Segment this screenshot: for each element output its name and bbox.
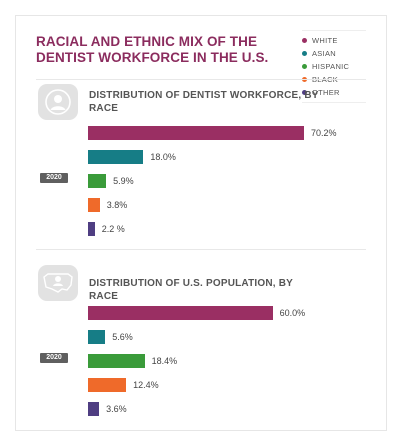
bar-white (88, 126, 304, 140)
legend-swatch-other (302, 90, 307, 95)
bar-other (88, 402, 100, 416)
legend-item-other: OTHER (302, 86, 366, 99)
bar-hispanic (88, 354, 145, 368)
bar-asian (88, 330, 106, 344)
bar-value-label: 18.4% (151, 356, 178, 366)
bar-value-label: 5.9% (113, 176, 134, 186)
bar-value-label: 3.6% (106, 404, 127, 414)
bar-value-label: 2.2 % (101, 224, 125, 234)
infographic-frame (15, 15, 387, 431)
legend-label: OTHER (312, 88, 340, 97)
bar-value-label: 5.6% (112, 332, 133, 342)
bar-asian (88, 150, 144, 164)
bar-value-label: 18.0% (150, 152, 176, 162)
bar-other (88, 222, 95, 236)
section-divider (36, 249, 366, 250)
chart-title-population: DISTRIBUTION OF U.S. POPULATION, BY RACE (89, 278, 293, 302)
legend-swatch-asian (302, 51, 307, 56)
dentist-person-icon (38, 84, 78, 120)
legend-label: ASIAN (312, 49, 337, 58)
bar-value-label: 3.8% (106, 200, 128, 210)
bar-white (88, 306, 273, 320)
bar-black (88, 378, 127, 392)
year-badge-population: 2020 (40, 353, 68, 363)
bar-value-label: 12.4% (133, 380, 159, 390)
legend-swatch-white (302, 38, 307, 43)
legend-label: WHITE (312, 36, 338, 45)
year-badge-dentist: 2020 (40, 173, 68, 183)
chart-title-dentist: DISTRIBUTION OF DENTIST WORKFORCE, BY RA… (89, 90, 319, 114)
bar-hispanic (88, 174, 107, 188)
page-title: RACIAL AND ETHNIC MIX OF THE DENTIST WOR… (36, 34, 269, 65)
legend-swatch-hispanic (302, 64, 307, 69)
legend-item-asian: ASIAN (302, 47, 366, 60)
bar-black (88, 198, 100, 212)
legend-item-hispanic: HISPANIC (302, 60, 366, 73)
bar-value-label: 70.2% (311, 128, 337, 138)
bar-value-label: 60.0% (279, 308, 306, 318)
legend-label: HISPANIC (312, 62, 350, 71)
section-divider (36, 79, 366, 80)
us-map-people-icon (38, 265, 78, 301)
legend-item-white: WHITE (302, 34, 366, 47)
